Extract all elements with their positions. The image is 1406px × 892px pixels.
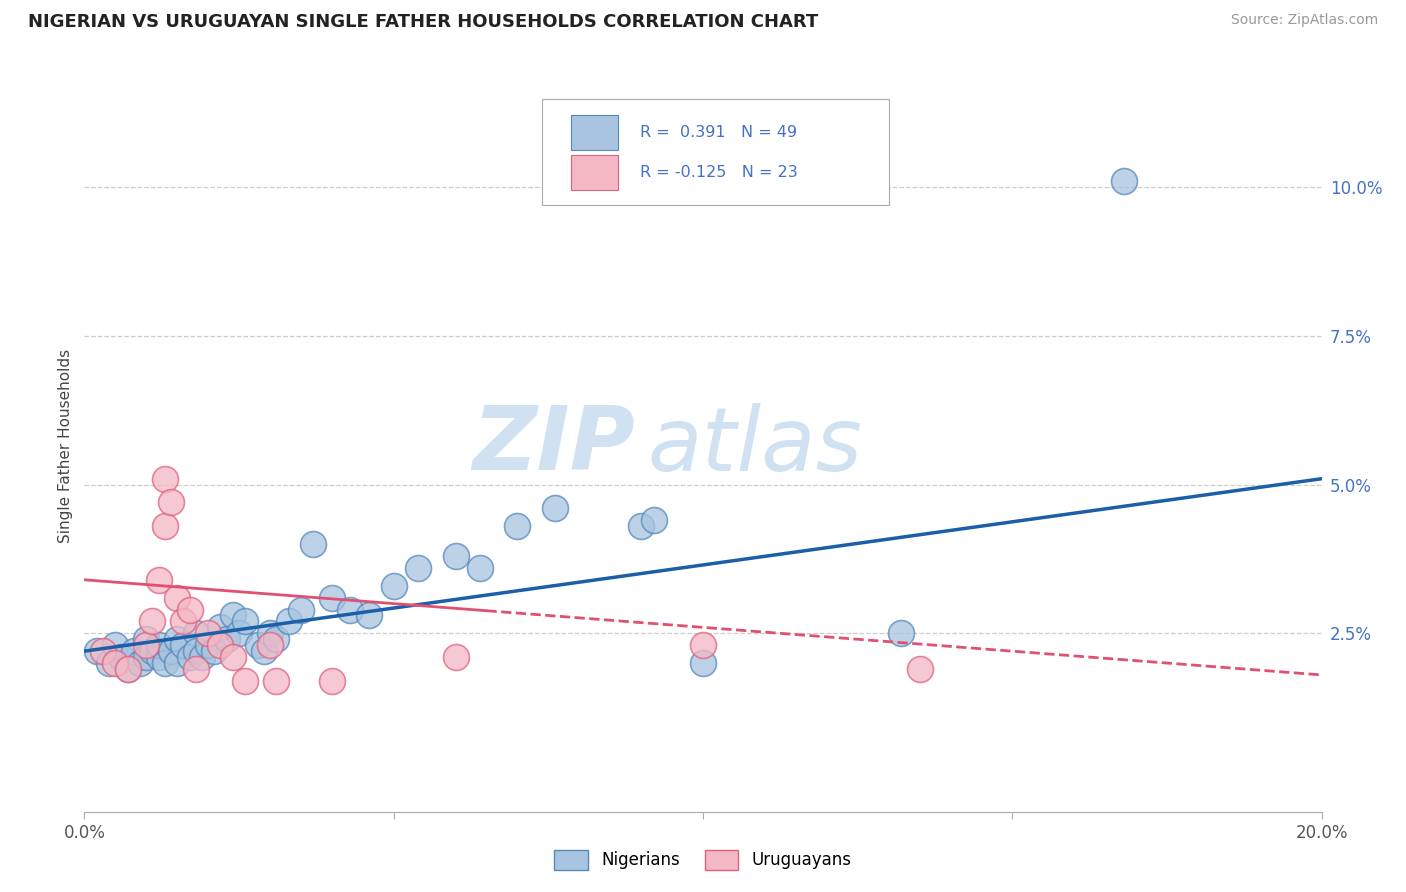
Point — [202, 644, 225, 658]
Point — [630, 519, 652, 533]
Point — [233, 615, 256, 629]
Point — [148, 638, 170, 652]
Point — [264, 673, 287, 688]
Point — [117, 662, 139, 676]
Point — [222, 608, 245, 623]
Point — [692, 656, 714, 670]
Point — [259, 638, 281, 652]
Point — [470, 561, 492, 575]
Point — [197, 638, 219, 652]
Point — [153, 519, 176, 533]
Point — [543, 501, 565, 516]
Point — [277, 615, 299, 629]
Point — [166, 632, 188, 647]
Text: NIGERIAN VS URUGUAYAN SINGLE FATHER HOUSEHOLDS CORRELATION CHART: NIGERIAN VS URUGUAYAN SINGLE FATHER HOUS… — [28, 13, 818, 31]
Legend: Nigerians, Uruguayans: Nigerians, Uruguayans — [548, 843, 858, 877]
Point — [160, 644, 183, 658]
Point — [184, 626, 207, 640]
Point — [172, 615, 194, 629]
Point — [110, 650, 132, 665]
Y-axis label: Single Father Households: Single Father Households — [58, 349, 73, 543]
Point — [104, 656, 127, 670]
Point — [191, 650, 214, 665]
Point — [228, 626, 250, 640]
Point — [153, 656, 176, 670]
Point — [141, 615, 163, 629]
Point — [184, 662, 207, 676]
Point — [321, 673, 343, 688]
Point — [233, 673, 256, 688]
Point — [908, 662, 931, 676]
Point — [408, 561, 430, 575]
Point — [302, 537, 325, 551]
Point — [153, 472, 176, 486]
Point — [444, 549, 467, 563]
Point — [197, 626, 219, 640]
Point — [104, 638, 127, 652]
Point — [290, 602, 312, 616]
FancyBboxPatch shape — [543, 99, 889, 204]
Point — [117, 662, 139, 676]
Point — [179, 602, 201, 616]
Point — [166, 656, 188, 670]
Point — [148, 573, 170, 587]
Point — [148, 650, 170, 665]
Bar — [571, 155, 617, 190]
Point — [166, 591, 188, 605]
Point — [135, 650, 157, 665]
Point — [172, 638, 194, 652]
Text: R = -0.125   N = 23: R = -0.125 N = 23 — [640, 165, 797, 180]
Point — [135, 638, 157, 652]
Point — [259, 626, 281, 640]
Text: atlas: atlas — [647, 403, 862, 489]
Point — [86, 644, 108, 658]
Point — [179, 650, 201, 665]
Point — [98, 656, 121, 670]
Point — [209, 620, 232, 634]
Point — [129, 656, 152, 670]
Point — [1112, 174, 1135, 188]
Point — [339, 602, 361, 616]
Point — [264, 632, 287, 647]
Bar — [571, 115, 617, 150]
Point — [890, 626, 912, 640]
Point — [643, 513, 665, 527]
Text: R =  0.391   N = 49: R = 0.391 N = 49 — [640, 125, 797, 140]
Point — [382, 579, 405, 593]
Point — [253, 644, 276, 658]
Point — [215, 632, 238, 647]
Point — [692, 638, 714, 652]
Text: Source: ZipAtlas.com: Source: ZipAtlas.com — [1230, 13, 1378, 28]
Point — [141, 644, 163, 658]
Point — [321, 591, 343, 605]
Point — [209, 638, 232, 652]
Point — [357, 608, 380, 623]
Point — [135, 632, 157, 647]
Text: ZIP: ZIP — [472, 402, 636, 490]
Point — [444, 650, 467, 665]
Point — [506, 519, 529, 533]
Point — [222, 650, 245, 665]
Point — [91, 644, 114, 658]
Point — [246, 638, 269, 652]
Point — [160, 495, 183, 509]
Point — [122, 644, 145, 658]
Point — [184, 644, 207, 658]
